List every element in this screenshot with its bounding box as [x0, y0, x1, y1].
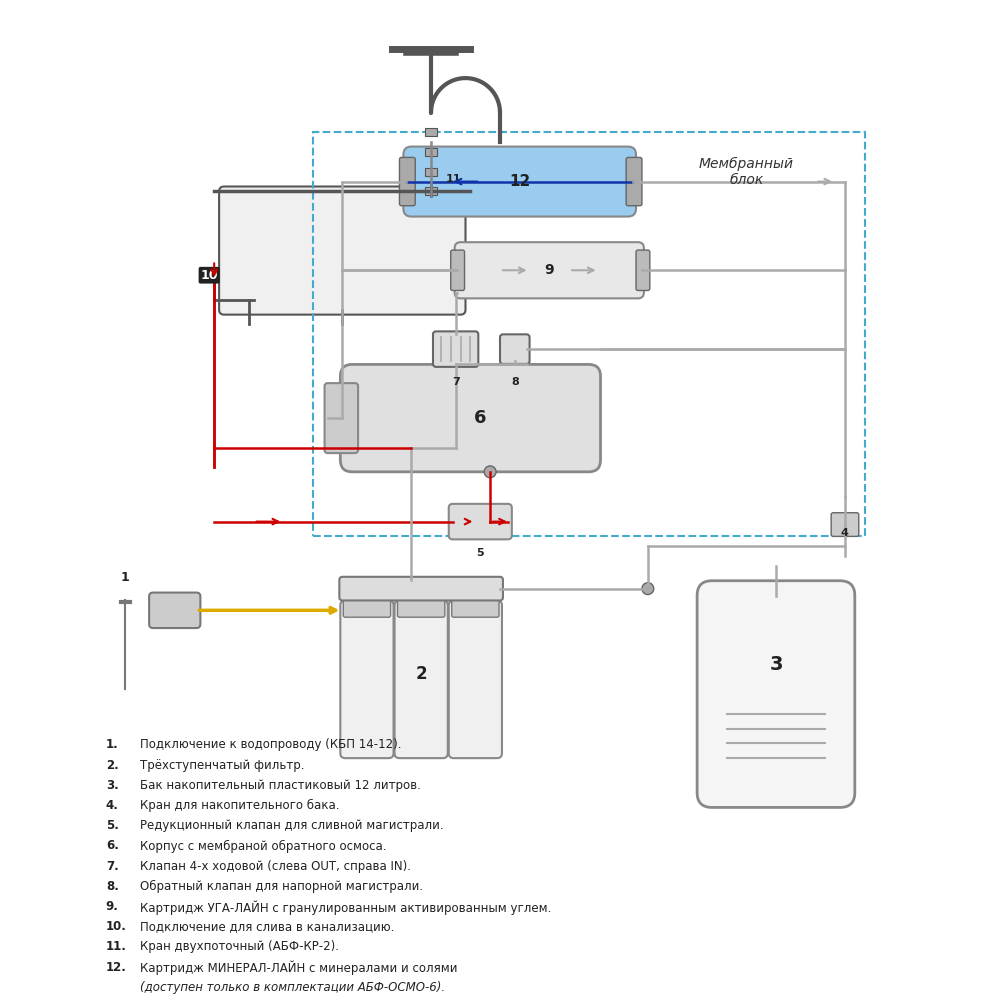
Bar — [425, 187, 437, 195]
Text: Кран для накопительного бака.: Кран для накопительного бака. — [140, 799, 340, 812]
FancyBboxPatch shape — [449, 600, 502, 758]
Text: Обратный клапан для напорной магистрали.: Обратный клапан для напорной магистрали. — [140, 880, 423, 893]
Text: 12.: 12. — [106, 961, 127, 974]
FancyBboxPatch shape — [340, 600, 394, 758]
Text: Подключение к водопроводу (КБП 14-12).: Подключение к водопроводу (КБП 14-12). — [140, 738, 402, 751]
Text: 8.: 8. — [106, 880, 119, 893]
FancyBboxPatch shape — [395, 600, 448, 758]
FancyBboxPatch shape — [219, 187, 466, 315]
FancyBboxPatch shape — [399, 157, 415, 206]
Text: Подключение для слива в канализацию.: Подключение для слива в канализацию. — [140, 920, 395, 933]
Bar — [425, 148, 437, 156]
FancyBboxPatch shape — [449, 504, 512, 539]
Bar — [425, 128, 437, 136]
Bar — [425, 168, 437, 176]
Text: Корпус с мембраной обратного осмоса.: Корпус с мембраной обратного осмоса. — [140, 839, 387, 853]
Text: Кран двухпоточный (АБФ-КР-2).: Кран двухпоточный (АБФ-КР-2). — [140, 940, 339, 953]
Text: Картридж УГА-ЛАЙН с гранулированным активированным углем.: Картридж УГА-ЛАЙН с гранулированным акти… — [140, 900, 552, 915]
Circle shape — [642, 583, 654, 595]
Text: 1: 1 — [121, 571, 129, 584]
Text: 2.: 2. — [106, 759, 119, 772]
Text: Трёхступенчатый фильтр.: Трёхступенчатый фильтр. — [140, 759, 305, 772]
Text: 9: 9 — [544, 263, 554, 277]
Text: (доступен только в комплектации АБФ-ОСМО-6).: (доступен только в комплектации АБФ-ОСМО… — [140, 981, 445, 994]
Text: Картридж МИНЕРАЛ-ЛАЙН с минералами и солями: Картридж МИНЕРАЛ-ЛАЙН с минералами и сол… — [140, 961, 458, 975]
FancyBboxPatch shape — [452, 594, 499, 617]
Text: 2: 2 — [415, 665, 427, 683]
Text: 6.: 6. — [106, 839, 119, 852]
Text: 10: 10 — [200, 269, 218, 282]
FancyBboxPatch shape — [397, 594, 445, 617]
Text: 7.: 7. — [106, 860, 119, 873]
Text: Бак накопительный пластиковый 12 литров.: Бак накопительный пластиковый 12 литров. — [140, 779, 421, 792]
FancyBboxPatch shape — [433, 331, 478, 367]
Text: 5: 5 — [476, 548, 484, 558]
Circle shape — [484, 466, 496, 478]
Text: Мембранный
блок: Мембранный блок — [699, 157, 794, 187]
FancyBboxPatch shape — [636, 250, 650, 290]
Text: 4.: 4. — [106, 799, 119, 812]
Text: 3.: 3. — [106, 779, 119, 792]
Text: 5.: 5. — [106, 819, 119, 832]
FancyBboxPatch shape — [340, 364, 601, 472]
Text: 8: 8 — [511, 377, 519, 387]
Text: Редукционный клапан для сливной магистрали.: Редукционный клапан для сливной магистра… — [140, 819, 444, 832]
FancyBboxPatch shape — [500, 334, 530, 364]
FancyBboxPatch shape — [325, 383, 358, 453]
FancyBboxPatch shape — [149, 593, 200, 628]
Text: Клапан 4-х ходовой (слева OUT, справа IN).: Клапан 4-х ходовой (слева OUT, справа IN… — [140, 860, 411, 873]
FancyBboxPatch shape — [343, 594, 391, 617]
FancyBboxPatch shape — [455, 242, 644, 298]
Text: 12: 12 — [509, 174, 530, 189]
Text: 7: 7 — [452, 377, 460, 387]
FancyBboxPatch shape — [626, 157, 642, 206]
Text: 11.: 11. — [106, 940, 127, 953]
FancyBboxPatch shape — [697, 581, 855, 807]
FancyBboxPatch shape — [339, 577, 503, 600]
Text: 4: 4 — [840, 528, 848, 538]
Text: 6: 6 — [474, 409, 487, 427]
Text: 9.: 9. — [106, 900, 119, 913]
Text: 10.: 10. — [106, 920, 127, 933]
FancyBboxPatch shape — [403, 147, 636, 217]
Text: 3: 3 — [769, 655, 783, 674]
FancyBboxPatch shape — [831, 513, 859, 536]
FancyBboxPatch shape — [451, 250, 465, 290]
Text: 11: 11 — [446, 174, 461, 184]
Text: 1.: 1. — [106, 738, 119, 751]
